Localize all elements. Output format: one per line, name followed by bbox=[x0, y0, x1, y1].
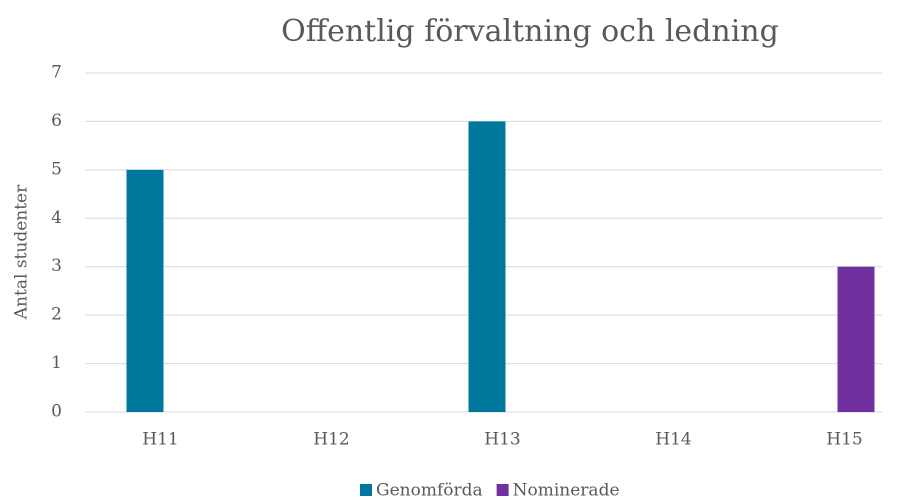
y-tick-label: 3 bbox=[51, 256, 62, 276]
y-tick-label: 0 bbox=[51, 402, 62, 422]
chart-title: Offentlig förvaltning och ledning bbox=[281, 14, 779, 49]
y-axis-label: Antal studenter bbox=[12, 184, 32, 320]
x-tick-label: H15 bbox=[826, 430, 862, 450]
bar bbox=[126, 169, 164, 412]
legend-label: Genomförda bbox=[376, 481, 483, 500]
y-tick-label: 4 bbox=[51, 208, 62, 228]
bar bbox=[468, 121, 506, 412]
x-tick-label: H12 bbox=[313, 430, 349, 450]
x-tick-label: H11 bbox=[142, 430, 178, 450]
y-tick-label: 1 bbox=[51, 353, 62, 373]
x-tick-label: H13 bbox=[484, 430, 520, 450]
legend-label: Nominerade bbox=[513, 481, 620, 500]
legend-swatch bbox=[496, 484, 509, 496]
x-tick-label: H14 bbox=[655, 430, 691, 450]
y-tick-label: 6 bbox=[51, 111, 62, 131]
y-tick-label: 2 bbox=[51, 305, 62, 325]
y-tick-label: 7 bbox=[51, 63, 62, 83]
bar bbox=[837, 266, 875, 412]
legend-swatch bbox=[360, 484, 372, 496]
y-tick-label: 5 bbox=[51, 159, 62, 179]
